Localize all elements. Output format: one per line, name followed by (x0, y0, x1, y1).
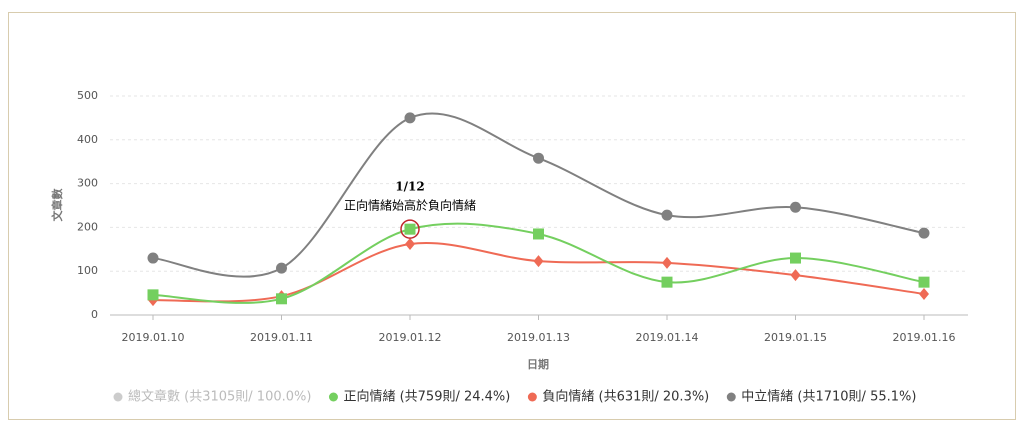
y-tick-label: 200 (77, 220, 98, 233)
marker (790, 252, 801, 264)
y-tick-label: 100 (77, 264, 98, 277)
legend-label: 中立情緒 (共1710則/ 55.1%) (741, 390, 916, 405)
marker (533, 228, 544, 240)
x-axis-label: 日期 (527, 357, 549, 371)
marker (404, 223, 416, 235)
marker (790, 201, 801, 213)
x-tick-label: 2019.01.12 (379, 331, 442, 344)
y-axis-label: 文章數 (50, 189, 64, 222)
marker (661, 209, 673, 221)
marker (533, 255, 544, 268)
marker (790, 269, 801, 282)
annotation-title: 1/12 (395, 180, 424, 194)
legend-dot (328, 392, 338, 402)
marker (276, 262, 287, 274)
marker (918, 227, 930, 239)
marker (147, 252, 159, 264)
marker (918, 276, 930, 288)
x-tick-label: 2019.01.13 (507, 331, 570, 344)
marker (404, 112, 416, 124)
marker (661, 276, 673, 288)
x-tick-label: 2019.01.16 (893, 331, 956, 344)
frame (8, 12, 1016, 420)
y-tick-label: 0 (91, 308, 98, 321)
legend-dot (726, 392, 736, 402)
marker (533, 152, 544, 164)
x-tick-label: 2019.01.14 (636, 331, 699, 344)
annotation-ring (400, 219, 420, 239)
legend-label: 總文章數 (共3105則/ 100.0%) (128, 389, 311, 405)
marker (147, 289, 159, 301)
x-tick-label: 2019.01.10 (122, 331, 185, 344)
legend-label: 負向情緒 (共631則/ 20.3%) (542, 389, 709, 405)
legend-dot (113, 392, 123, 402)
legend-label: 正向情緒 (共759則/ 24.4%) (343, 389, 510, 405)
y-tick-label: 300 (77, 177, 98, 190)
marker (662, 256, 672, 269)
marker (276, 293, 287, 305)
legend-dot (527, 392, 537, 402)
marker (405, 238, 415, 251)
y-tick-label: 500 (77, 89, 98, 102)
x-tick-label: 2019.01.15 (764, 331, 827, 344)
y-tick-label: 400 (77, 133, 98, 146)
x-tick-label: 2019.01.11 (250, 331, 313, 344)
marker (919, 287, 929, 300)
annotation-text: 正向情緒始高於負向情緒 (344, 198, 476, 213)
